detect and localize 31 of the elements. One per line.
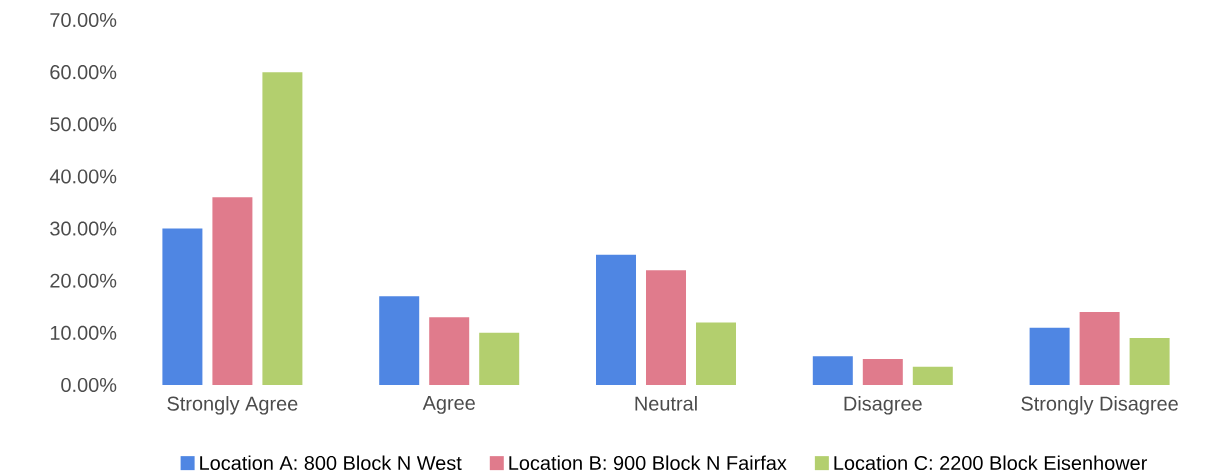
bar [162, 228, 203, 385]
bar [1029, 327, 1070, 385]
bar [1079, 312, 1120, 385]
x-tick-label: Disagree [844, 396, 922, 415]
legend-label: Location A: 800 Block N West [200, 455, 462, 471]
bar [479, 332, 520, 385]
bar [862, 358, 903, 385]
y-tick-label: 0.00% [61, 377, 117, 393]
bar [212, 197, 253, 385]
bar [1129, 338, 1170, 385]
x-tick-label: Agree [422, 396, 475, 414]
bar [812, 356, 853, 385]
bar [646, 270, 687, 385]
x-tick-label: Strongly Disagree [1021, 396, 1178, 415]
x-tick-label: Strongly Agree [167, 396, 298, 415]
y-tick-label: 20.00% [50, 273, 117, 288]
bar [912, 366, 953, 385]
bar [429, 317, 470, 385]
x-tick-label: Neutral [635, 396, 697, 411]
bar [379, 296, 420, 385]
bar [696, 322, 737, 385]
y-tick-label: 40.00% [49, 169, 117, 184]
bar [262, 72, 303, 385]
y-tick-label: 10.00% [50, 325, 117, 340]
legend-label: Location C: 2200 Block Eisenhower [834, 455, 1148, 471]
legend-label: Location B: 900 Block N Fairfax [509, 455, 787, 471]
y-tick-label: 60.00% [50, 65, 117, 80]
y-tick-label: 50.00% [50, 117, 117, 132]
y-tick-label: 70.00% [50, 12, 117, 28]
bar [596, 254, 637, 385]
y-tick-label: 30.00% [50, 221, 117, 236]
